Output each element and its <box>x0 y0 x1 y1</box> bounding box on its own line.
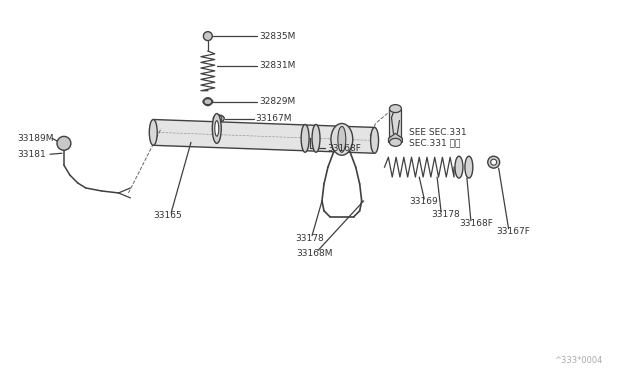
Circle shape <box>488 156 500 168</box>
Polygon shape <box>388 134 403 142</box>
Text: 32831M: 32831M <box>259 61 296 70</box>
Polygon shape <box>390 109 401 142</box>
Text: 33165: 33165 <box>153 211 182 220</box>
Ellipse shape <box>331 124 353 155</box>
Ellipse shape <box>215 121 219 136</box>
Text: 32835M: 32835M <box>259 32 296 41</box>
Ellipse shape <box>338 126 346 152</box>
Ellipse shape <box>455 156 463 178</box>
Circle shape <box>204 32 212 41</box>
Text: 33178: 33178 <box>295 234 324 243</box>
Polygon shape <box>153 119 375 153</box>
Text: 33167M: 33167M <box>255 114 292 123</box>
Ellipse shape <box>213 115 224 122</box>
Ellipse shape <box>465 156 473 178</box>
Text: 32829M: 32829M <box>259 97 296 106</box>
Text: 33168F: 33168F <box>459 219 493 228</box>
Ellipse shape <box>371 128 378 153</box>
Circle shape <box>57 137 71 150</box>
Text: 33189M: 33189M <box>17 134 54 143</box>
Ellipse shape <box>212 113 221 143</box>
Text: 33167F: 33167F <box>497 227 531 236</box>
Text: 33168F: 33168F <box>327 144 361 153</box>
Ellipse shape <box>301 125 309 152</box>
Circle shape <box>204 98 212 106</box>
Text: 33168M: 33168M <box>296 249 333 258</box>
Text: 33178: 33178 <box>431 210 460 219</box>
Text: SEC.331 参照: SEC.331 参照 <box>410 139 461 148</box>
Ellipse shape <box>149 119 157 145</box>
Text: ^333*0004: ^333*0004 <box>554 356 602 365</box>
Circle shape <box>216 116 221 122</box>
Text: SEE SEC.331: SEE SEC.331 <box>410 128 467 137</box>
Text: 33169: 33169 <box>410 198 438 206</box>
Text: 33181: 33181 <box>17 150 46 159</box>
Ellipse shape <box>312 125 320 152</box>
Circle shape <box>491 159 497 165</box>
Ellipse shape <box>390 105 401 113</box>
Ellipse shape <box>390 138 401 146</box>
